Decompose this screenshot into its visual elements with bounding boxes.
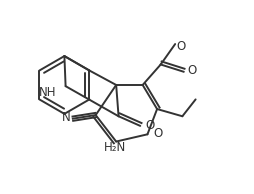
Text: O: O bbox=[187, 64, 196, 77]
Text: N: N bbox=[62, 111, 70, 124]
Text: H₂N: H₂N bbox=[104, 141, 126, 154]
Text: O: O bbox=[176, 40, 186, 53]
Text: O: O bbox=[153, 127, 163, 140]
Text: NH: NH bbox=[38, 86, 56, 99]
Text: O: O bbox=[145, 119, 154, 132]
